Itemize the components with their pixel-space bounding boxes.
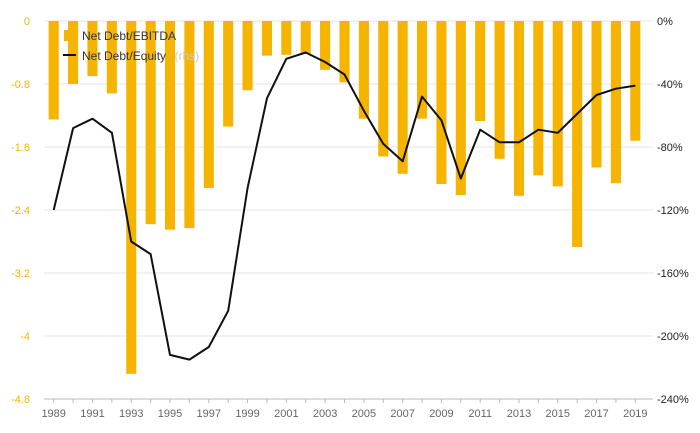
x-axis: 1989 1991 1993 1995 1997 1999 2001 2003 2005 2007… [41,399,648,420]
bar [223,21,234,127]
bar [126,21,137,374]
x-tick-label: 1995 [158,408,182,420]
line-series-net-debt-equity [52,51,636,361]
left-tick-label: -2.4 [11,205,30,217]
left-tick-label: -4.8 [11,394,30,406]
bar [533,21,544,176]
bar [164,21,176,230]
bar [378,21,389,157]
x-tick-label: 1993 [119,408,143,420]
left-tick-label: -0.8 [11,79,30,91]
bar [358,21,369,119]
bar [339,21,350,83]
bar [494,21,505,159]
bar [300,21,311,55]
right-tick-label: -80% [657,142,683,154]
bar [87,21,98,77]
legend-swatch-bar [64,30,73,41]
bar [68,21,79,84]
bar [630,21,641,141]
bar [320,21,331,70]
x-tick-label: 2005 [352,408,376,420]
x-tick-label: 2003 [313,408,337,420]
bar [261,21,272,56]
bar [417,21,428,119]
legend-label-net-debt-equity: Net Debt/Equity [82,49,166,63]
left-tick-label: -1.6 [11,142,30,154]
x-tick-label: 2007 [390,408,414,420]
legend-label-rhs-note: (rhs) [175,49,200,63]
x-tick-label: 2017 [584,408,608,420]
bar [397,21,408,174]
x-tick-label: 1991 [80,408,104,420]
x-tick-label: 2001 [274,408,298,420]
right-tick-label: -240% [657,394,689,406]
left-tick-label: -4 [20,331,30,343]
series-line [52,51,636,361]
gridlines [44,20,653,400]
bar [48,21,59,120]
left-axis: 0 -0.8 -1.6 -2.4 -3.2 -4 -4.8 [11,16,30,406]
x-tick-label: 2015 [546,408,570,420]
right-tick-label: -200% [657,331,689,343]
bar [610,21,621,184]
left-tick-label: -3.2 [11,268,30,280]
left-tick-label: 0 [24,16,30,28]
x-tick-label: 1999 [235,408,259,420]
legend: Net Debt/EBITDA Net Debt/Equity (rhs) [63,29,199,64]
x-tick-label: 2019 [623,408,647,420]
bar [475,21,486,122]
bar [106,21,117,94]
right-tick-label: -120% [657,205,689,217]
bar [552,21,563,187]
x-tick-label: 2009 [429,408,453,420]
bar [203,21,214,188]
x-tick-label: 2011 [468,408,492,420]
bar [184,21,195,229]
bar [513,21,525,196]
right-tick-label: 0% [657,16,673,28]
legend-label-net-debt-equity-group: Net Debt/Equity (rhs) [82,47,199,64]
legend-label-net-debt-ebitda: Net Debt/EBITDA [82,29,176,43]
right-axis: 0% -40% -80% -120% -160% -200% -240% [657,16,689,406]
bar [281,21,292,55]
right-tick-label: -160% [657,268,689,280]
x-tick-label: 1989 [41,408,65,420]
bar [145,21,156,225]
x-tick-label: 2013 [507,408,531,420]
x-tick-label: 1997 [197,408,221,420]
right-tick-label: -40% [657,79,683,91]
bar [455,21,466,196]
bar [242,21,253,91]
bar [436,21,447,185]
bar [572,21,583,248]
